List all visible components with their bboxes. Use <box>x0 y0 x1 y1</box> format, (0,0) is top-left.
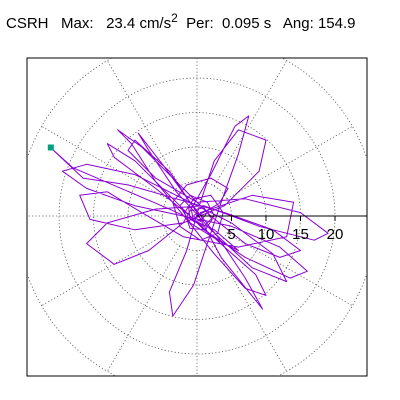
radial-axis: 5 10 15 20 <box>197 215 367 243</box>
grid-spoke-30 <box>226 125 353 200</box>
radial-tick-label-15: 15 <box>292 226 309 243</box>
max-unit: cm/s <box>139 15 172 32</box>
grid-spoke-60 <box>213 60 288 187</box>
radial-tick-label-5: 5 <box>227 226 235 243</box>
period-value: 0.095 s <box>222 15 272 32</box>
peak-marker-group <box>47 144 54 151</box>
radial-tick-label-20: 20 <box>327 226 344 243</box>
station-code: CSRH <box>6 15 49 32</box>
grid-spoke-210 <box>41 232 168 307</box>
max-label: Max: <box>61 15 94 32</box>
angle-label: Ang: <box>282 15 314 32</box>
acceleration-trace <box>50 115 329 317</box>
grid-spoke-240 <box>106 245 181 372</box>
angle-value: 154.9 <box>317 15 356 32</box>
period-label: Per: <box>186 15 214 32</box>
radial-tick-label-10: 10 <box>258 226 275 243</box>
max-value: 23.4 <box>106 15 136 32</box>
trace-group <box>50 115 329 317</box>
chart-header: CSRH Max: 23.4 cm/s2 Per: 0.095 s Ang: 1… <box>6 11 356 32</box>
grid-spoke-150 <box>41 125 168 200</box>
peak-marker <box>47 144 54 151</box>
max-unit-exponent: 2 <box>171 11 178 25</box>
grid-spoke-120 <box>106 60 181 187</box>
